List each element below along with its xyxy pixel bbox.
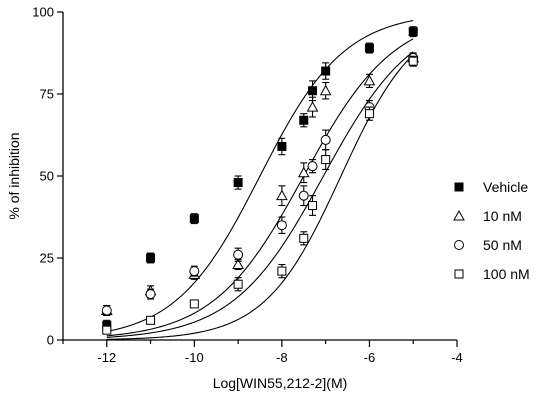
- fit-curve-vehicle: [106, 19, 414, 333]
- fit-curve-100-nm: [106, 54, 414, 340]
- marker-10-nm: [363, 74, 376, 86]
- data-point-50-nm: [189, 265, 200, 277]
- legend-entry-vehicle: Vehicle: [454, 179, 528, 195]
- data-point-10-nm: [297, 162, 310, 184]
- y-tick-label: 0: [47, 333, 54, 348]
- data-point-100-nm: [146, 315, 156, 325]
- marker-10-nm: [297, 166, 310, 178]
- x-tick-label: -12: [97, 350, 116, 365]
- y-axis-title: % of inhibition: [6, 132, 22, 219]
- marker-50-nm: [101, 305, 112, 316]
- data-point-50-nm: [276, 216, 287, 234]
- data-point-50-nm: [233, 247, 244, 262]
- x-tick-label: -8: [276, 350, 288, 365]
- data-point-50-nm: [101, 305, 112, 316]
- marker-50-nm: [276, 220, 287, 231]
- x-tick-label: -6: [364, 350, 376, 365]
- marker-vehicle: [233, 178, 243, 188]
- data-point-100-nm: [308, 195, 318, 216]
- data-point-100-nm: [233, 277, 243, 292]
- y-tick-label: 75: [40, 87, 54, 102]
- legend-label: 50 nM: [483, 237, 522, 253]
- data-point-10-nm: [319, 81, 332, 100]
- data-point-10-nm: [276, 185, 288, 207]
- marker-100-nm: [364, 109, 374, 119]
- data-point-vehicle: [408, 26, 418, 38]
- legend-label: Vehicle: [483, 179, 528, 195]
- marker-vehicle: [146, 253, 156, 263]
- legend-entry-10-nm: 10 nM: [453, 208, 522, 224]
- data-points: [100, 26, 420, 335]
- data-point-100-nm: [189, 299, 199, 309]
- legend-marker-vehicle: [454, 182, 464, 192]
- fit-curves: [106, 19, 414, 340]
- marker-50-nm: [307, 161, 318, 172]
- x-tick-label: -4: [451, 350, 463, 365]
- marker-vehicle: [364, 43, 374, 53]
- data-point-100-nm: [408, 55, 418, 67]
- data-point-vehicle: [299, 113, 309, 128]
- fit-curve-50-nm: [106, 51, 414, 338]
- data-point-100-nm: [321, 149, 331, 170]
- marker-vehicle: [189, 214, 199, 224]
- marker-50-nm: [298, 190, 309, 201]
- legend-entry-100-nm: 100 nM: [454, 266, 530, 282]
- marker-100-nm: [146, 315, 156, 325]
- legend-marker-100-nm: [454, 269, 464, 279]
- data-point-vehicle: [233, 175, 243, 190]
- fit-curve-10-nm: [106, 38, 414, 337]
- marker-100-nm: [277, 266, 287, 276]
- y-tick-label: 25: [40, 251, 54, 266]
- marker-100-nm: [233, 279, 243, 289]
- legend-label: 100 nM: [483, 266, 530, 282]
- marker-50-nm: [320, 134, 331, 145]
- data-point-50-nm: [307, 159, 318, 174]
- data-point-100-nm: [364, 106, 374, 121]
- axes: 0 25 50 75 100 -12 -10 -8 -6 -4: [32, 5, 462, 366]
- legend: Vehicle 10 nM 50 nM 100 nM: [453, 179, 530, 282]
- marker-50-nm: [233, 249, 244, 260]
- marker-10-nm: [319, 84, 332, 96]
- marker-10-nm: [276, 189, 288, 201]
- data-point-10-nm: [363, 73, 376, 88]
- marker-100-nm: [321, 155, 331, 165]
- marker-vehicle: [308, 86, 318, 96]
- legend-marker-50-nm: [454, 240, 464, 250]
- marker-100-nm: [308, 201, 318, 211]
- marker-50-nm: [145, 289, 156, 300]
- marker-100-nm: [189, 299, 199, 309]
- marker-vehicle: [299, 115, 309, 125]
- data-point-100-nm: [299, 231, 309, 246]
- data-point-50-nm: [298, 185, 309, 207]
- x-axis-title: Log[WIN55,212-2](M): [213, 375, 348, 391]
- marker-vehicle: [277, 141, 287, 151]
- data-point-100-nm: [102, 325, 112, 335]
- data-point-vehicle: [189, 213, 199, 225]
- marker-100-nm: [299, 233, 309, 243]
- data-point-vehicle: [321, 62, 331, 80]
- marker-10-nm: [306, 101, 319, 112]
- marker-vehicle: [321, 66, 331, 76]
- legend-entry-50-nm: 50 nM: [454, 237, 522, 253]
- y-tick-label: 100: [32, 5, 54, 20]
- marker-10-nm: [232, 258, 244, 270]
- data-point-vehicle: [364, 42, 374, 54]
- data-point-50-nm: [320, 129, 331, 151]
- x-tick-label: -10: [185, 350, 204, 365]
- marker-50-nm: [189, 266, 200, 277]
- data-point-100-nm: [277, 264, 287, 279]
- marker-100-nm: [102, 325, 112, 335]
- data-point-50-nm: [145, 288, 156, 300]
- legend-label: 10 nM: [483, 208, 522, 224]
- data-point-vehicle: [277, 137, 287, 156]
- data-point-10-nm: [306, 96, 319, 118]
- marker-vehicle: [408, 27, 418, 37]
- legend-marker-10-nm: [453, 209, 465, 221]
- marker-100-nm: [408, 56, 418, 66]
- y-tick-label: 50: [40, 169, 54, 184]
- data-point-vehicle: [146, 252, 156, 264]
